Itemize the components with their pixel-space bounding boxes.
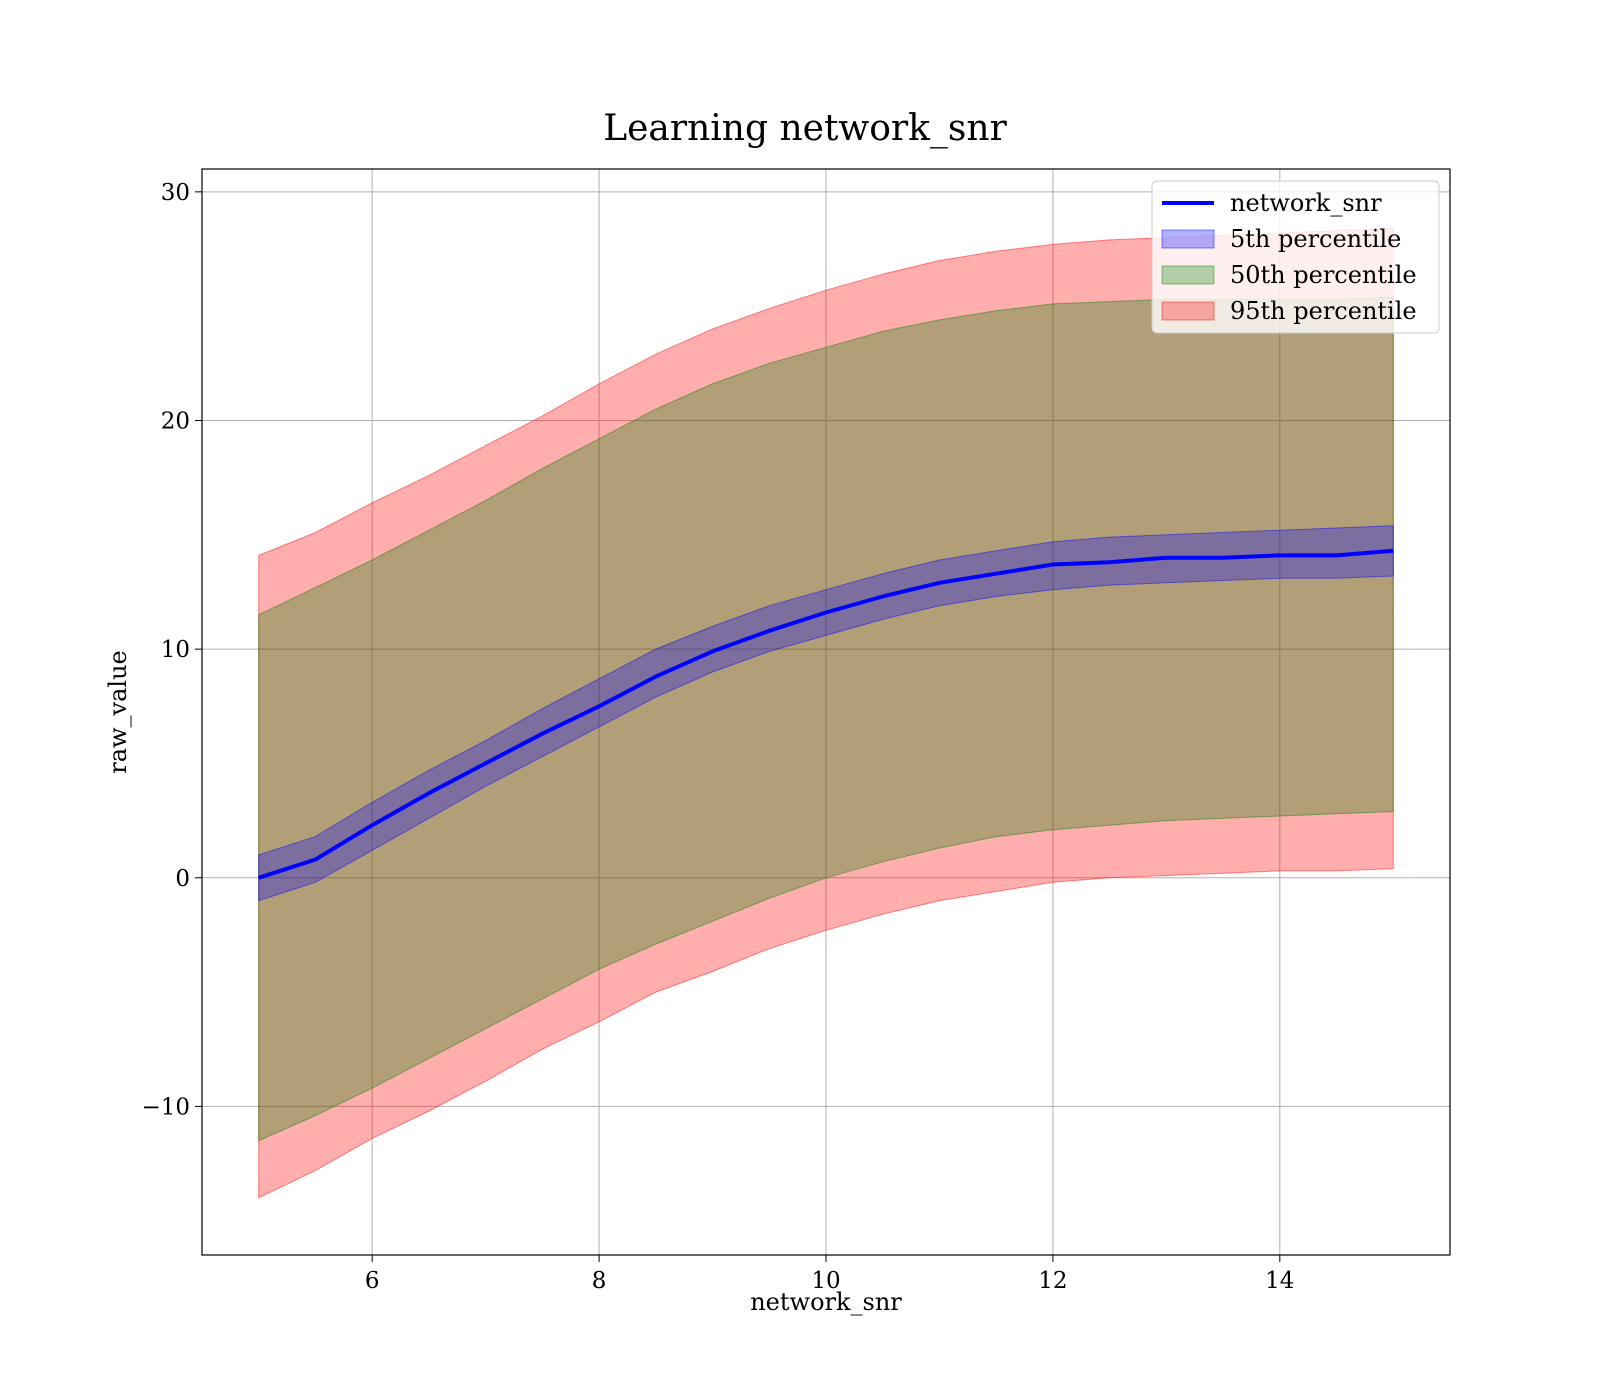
legend: network_snr 5th percentile 50th percentile… [1151,180,1440,334]
chart-title: Learning network_snr [603,108,1007,149]
y-tick-label: 10 [161,637,190,663]
band-50th-percentile [258,296,1394,1142]
x-axis-label: network_snr [750,1288,902,1316]
series-line-network-snr [258,548,1394,880]
x-tick-label: 6 [365,1268,380,1294]
y-tick-label: 20 [161,408,190,434]
x-tick-label: 10 [811,1268,840,1294]
legend-patch-swatch [1161,301,1215,321]
band-95th-percentile [258,227,1394,1199]
legend-box [1151,180,1440,334]
legend-label: network_snr [1230,189,1382,217]
y-tick-label: 0 [175,866,190,892]
x-tick-label: 8 [592,1268,607,1294]
y-tick-label: −10 [141,1094,190,1120]
x-tick-label: 14 [1265,1268,1294,1294]
y-tick-label: 30 [161,180,190,206]
x-tick-label: 12 [1038,1268,1067,1294]
legend-patch-swatch [1161,265,1215,285]
legend-patch-swatch [1161,229,1215,249]
band-5th-percentile [258,525,1394,902]
plot-area: 6 8 10 12 14 −10 0 10 20 30 network_snr 5th percent… [141,168,1451,1294]
y-axis-label: raw_value [104,650,132,774]
legend-label: 5th percentile [1230,225,1401,253]
legend-label: 95th percentile [1230,297,1417,325]
legend-label: 50th percentile [1230,261,1417,289]
